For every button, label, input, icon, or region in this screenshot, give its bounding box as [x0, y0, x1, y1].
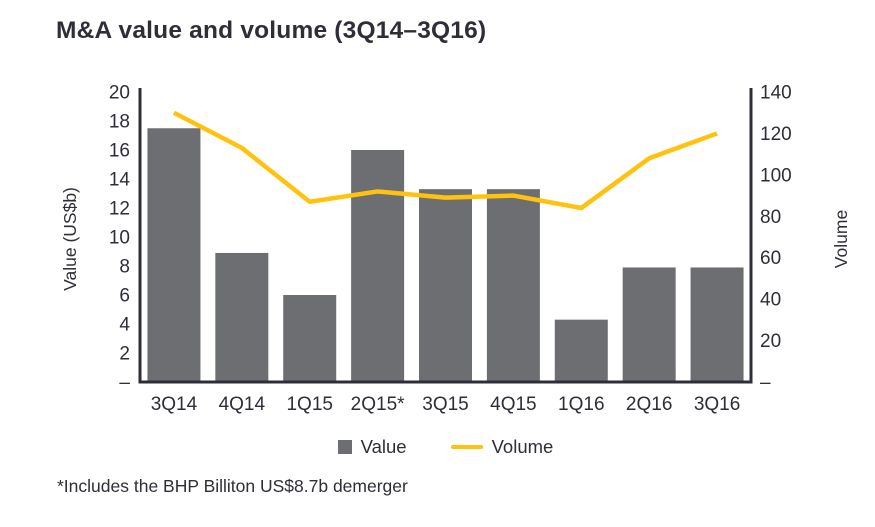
value-bar — [283, 295, 337, 382]
volume-swatch-icon — [450, 445, 483, 449]
right-axis-tick-label: – — [760, 373, 771, 394]
right-axis-title: Volume — [831, 210, 851, 268]
right-axis-tick-label: 80 — [760, 207, 781, 228]
chart-legend: Value Volume — [140, 436, 751, 458]
legend-item-volume: Volume — [450, 436, 554, 458]
x-axis-label: 3Q14 — [151, 394, 198, 415]
value-swatch-icon — [337, 440, 352, 454]
value-bar — [622, 267, 676, 382]
x-axis-label: 3Q15 — [422, 394, 468, 415]
value-bar — [486, 189, 540, 382]
right-axis-tick-label: 120 — [760, 124, 792, 145]
left-axis-tick-label: 6 — [119, 286, 130, 307]
left-axis-tick-label: 18 — [109, 112, 130, 133]
left-axis-tick-label: 4 — [119, 315, 130, 336]
chart-footnote: *Includes the BHP Billiton US$8.7b demer… — [57, 476, 408, 496]
value-bar — [554, 319, 608, 382]
left-axis-tick-label: 10 — [109, 228, 130, 249]
x-axis-label: 1Q15 — [286, 394, 332, 415]
left-axis-tick-label: 8 — [119, 257, 130, 278]
value-bar — [147, 128, 201, 382]
left-axis-tick-label: 20 — [109, 83, 130, 104]
left-axis-tick-label: 14 — [109, 170, 131, 191]
right-axis-tick-label: 100 — [760, 165, 792, 186]
right-axis-tick-label: 40 — [760, 290, 781, 311]
x-axis-label: 3Q16 — [694, 394, 740, 415]
volume-line — [172, 110, 718, 211]
x-axis-label: 2Q16 — [626, 394, 672, 415]
x-axis-label: 1Q16 — [558, 394, 604, 415]
x-axis-label: 2Q15* — [351, 394, 405, 415]
value-bar — [690, 267, 744, 382]
value-bar — [351, 150, 405, 382]
legend-item-value: Value — [337, 436, 407, 458]
legend-label-volume: Volume — [491, 436, 554, 457]
left-axis-tick-label: 2 — [119, 344, 130, 365]
right-axis-tick-label: 20 — [760, 331, 781, 352]
chart-title: M&A value and volume (3Q14–3Q16) — [56, 17, 487, 44]
x-axis-label: 4Q14 — [219, 394, 266, 415]
right-axis-tick-label: 60 — [760, 248, 781, 269]
legend-label-value: Value — [360, 436, 407, 457]
x-axis-label: 4Q15 — [490, 394, 536, 415]
value-bar — [215, 252, 269, 382]
value-bar — [419, 189, 472, 382]
left-axis-title: Value (US$b) — [60, 187, 80, 291]
chart-canvas: 20 18 16 14 12 10 8 6 4 2 – 140 120 100 80 60 40 20 – Value… — [60, 83, 851, 416]
left-axis-tick-label: 12 — [109, 199, 130, 220]
left-axis-tick-label: 16 — [109, 141, 130, 162]
right-axis-tick-label: 140 — [760, 83, 792, 104]
left-axis-tick-label: – — [119, 373, 130, 394]
